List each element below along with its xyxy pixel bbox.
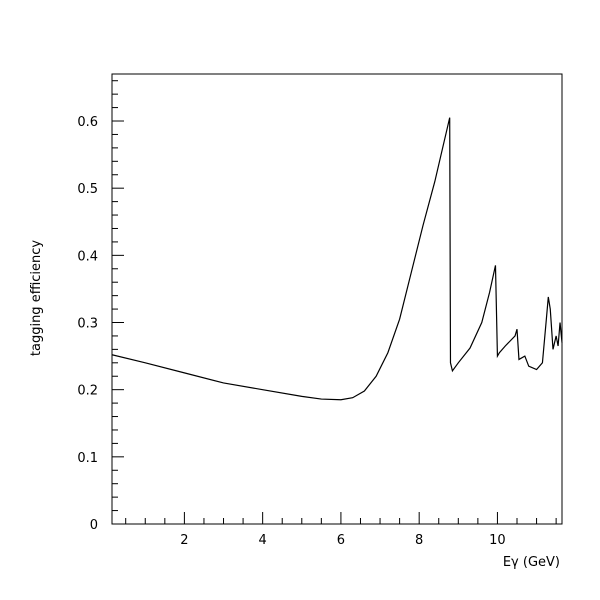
x-tick-label: 4 [259, 533, 267, 548]
y-axis-label: tagging efficiency [29, 240, 44, 357]
y-tick-label: 0.1 [77, 451, 98, 466]
y-axis-ticks: 0 0.1 0.2 0.3 0.4 0.5 0.6 [77, 80, 124, 533]
x-axis-ticks: 2 4 6 8 10 [125, 512, 557, 548]
series-line [111, 117, 563, 401]
y-tick-label: 0.3 [77, 317, 98, 332]
y-tick-label: 0 [90, 518, 98, 533]
y-tick-label: 0.4 [77, 249, 98, 264]
x-tick-label: 2 [180, 533, 188, 548]
x-tick-label: 8 [415, 533, 423, 548]
x-tick-label: 6 [337, 533, 345, 548]
y-tick-label: 0.5 [77, 182, 98, 197]
x-tick-label: 10 [489, 533, 506, 548]
plot-frame [111, 73, 563, 525]
x-axis-label: Eγ (GeV) [503, 555, 560, 570]
y-tick-label: 0.2 [77, 384, 98, 399]
y-tick-label: 0.6 [77, 115, 98, 130]
